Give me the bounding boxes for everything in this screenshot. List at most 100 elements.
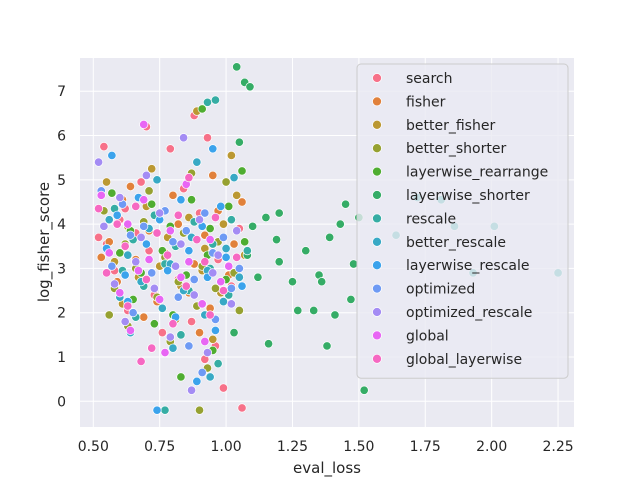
x-tick-label: 0.75 bbox=[144, 439, 175, 455]
data-point bbox=[125, 181, 136, 192]
data-point bbox=[115, 192, 125, 203]
legend-label: better_fisher bbox=[406, 118, 495, 134]
legend-marker bbox=[372, 190, 382, 200]
data-point bbox=[176, 272, 186, 282]
data-point bbox=[208, 144, 218, 154]
data-point bbox=[208, 334, 218, 344]
data-point bbox=[194, 328, 205, 338]
data-point bbox=[234, 272, 244, 282]
data-point bbox=[202, 97, 213, 107]
data-point bbox=[181, 226, 191, 236]
data-point bbox=[186, 317, 197, 327]
data-point bbox=[171, 261, 181, 271]
legend-label: better_rescale bbox=[406, 235, 506, 251]
y-tick-label: 7 bbox=[57, 84, 66, 100]
data-point bbox=[139, 312, 149, 322]
x-tick-label: 2.00 bbox=[476, 439, 507, 455]
data-point bbox=[309, 305, 319, 316]
data-point bbox=[96, 252, 106, 262]
y-tick-label: 5 bbox=[57, 173, 66, 189]
data-point bbox=[94, 204, 104, 214]
data-point bbox=[216, 277, 226, 287]
x-tick-label: 1.00 bbox=[210, 439, 241, 455]
legend-marker bbox=[372, 143, 382, 154]
data-point bbox=[287, 277, 298, 287]
x-tick-label: 1.25 bbox=[277, 439, 308, 455]
data-point bbox=[210, 95, 221, 105]
data-point bbox=[168, 319, 178, 329]
data-point bbox=[184, 257, 194, 267]
data-point bbox=[192, 376, 202, 386]
legend-label: global bbox=[406, 328, 449, 344]
legend-label: better_shorter bbox=[406, 141, 506, 157]
data-point bbox=[229, 328, 239, 338]
data-point bbox=[237, 197, 247, 207]
data-point bbox=[213, 359, 223, 369]
data-point bbox=[99, 142, 109, 152]
data-point bbox=[149, 283, 159, 293]
data-point bbox=[186, 195, 197, 205]
data-point bbox=[104, 310, 114, 320]
y-tick-label: 4 bbox=[57, 217, 66, 233]
legend-marker bbox=[372, 166, 382, 177]
series-global-layerwise bbox=[94, 173, 242, 366]
data-point bbox=[234, 263, 244, 273]
data-point bbox=[112, 219, 122, 229]
data-point bbox=[240, 237, 250, 247]
data-point bbox=[184, 173, 194, 183]
data-point bbox=[120, 270, 130, 280]
data-point bbox=[109, 279, 120, 289]
data-point bbox=[102, 177, 112, 187]
legend-marker bbox=[372, 330, 382, 341]
data-point bbox=[234, 137, 244, 147]
data-point bbox=[346, 294, 356, 304]
data-point bbox=[152, 175, 162, 185]
series-layerwise-shorter bbox=[229, 62, 369, 395]
data-point bbox=[152, 228, 162, 238]
data-point bbox=[200, 257, 210, 267]
data-point bbox=[218, 286, 228, 296]
data-point bbox=[218, 297, 228, 307]
data-point bbox=[189, 274, 199, 285]
y-tick-label: 1 bbox=[57, 350, 66, 366]
data-point bbox=[237, 403, 247, 413]
x-tick-labels: 0.50 0.75 1.00 1.25 1.50 1.75 2.00 2.25 bbox=[78, 439, 574, 455]
y-tick-label: 0 bbox=[57, 394, 66, 410]
data-point bbox=[248, 221, 258, 231]
data-point bbox=[96, 190, 106, 200]
data-point bbox=[210, 325, 221, 335]
data-point bbox=[128, 308, 138, 318]
legend-label: rescale bbox=[406, 211, 456, 227]
data-point bbox=[208, 268, 218, 278]
data-point bbox=[163, 266, 173, 276]
legend-label: layerwise_rearrange bbox=[406, 165, 548, 181]
data-point bbox=[205, 372, 215, 382]
legend-marker bbox=[372, 307, 382, 317]
y-axis-title: log_fisher_score bbox=[35, 182, 54, 302]
legend-label: global_layerwise bbox=[406, 352, 522, 368]
x-tick-label: 2.25 bbox=[542, 439, 573, 455]
data-point bbox=[155, 208, 165, 218]
data-points bbox=[94, 62, 563, 415]
legend-marker bbox=[372, 213, 382, 224]
legend-label: layerwise_shorter bbox=[406, 188, 530, 204]
data-point bbox=[149, 319, 159, 329]
data-point bbox=[141, 239, 151, 249]
data-point bbox=[168, 237, 178, 247]
data-point bbox=[274, 208, 284, 218]
data-point bbox=[232, 190, 242, 200]
y-tick-label: 2 bbox=[57, 306, 66, 322]
data-point bbox=[253, 272, 263, 282]
data-point bbox=[139, 221, 149, 231]
y-tick-label: 6 bbox=[57, 129, 66, 145]
x-axis-title: eval_loss bbox=[293, 459, 361, 478]
data-point bbox=[234, 305, 244, 316]
data-point bbox=[218, 219, 228, 229]
data-point bbox=[160, 348, 170, 358]
data-point bbox=[184, 341, 194, 351]
data-point bbox=[229, 173, 239, 183]
data-point bbox=[147, 343, 157, 353]
data-point bbox=[208, 170, 218, 180]
data-point bbox=[202, 348, 213, 358]
legend-label: optimized bbox=[406, 282, 475, 298]
